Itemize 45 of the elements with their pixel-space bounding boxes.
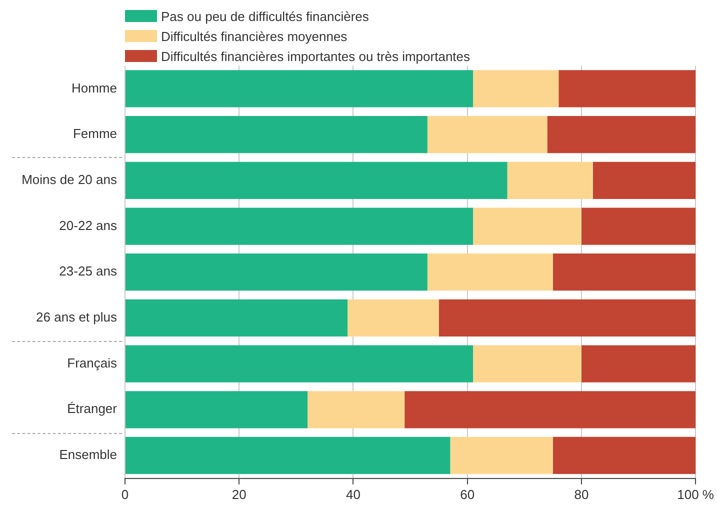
bar bbox=[552, 254, 696, 291]
x-tick-label: 20 bbox=[232, 486, 246, 502]
bar bbox=[348, 299, 439, 337]
bar bbox=[126, 391, 308, 428]
bar bbox=[126, 345, 474, 382]
bar bbox=[547, 116, 696, 154]
bar bbox=[581, 208, 696, 245]
bar bbox=[427, 116, 548, 154]
y-tick-label: Homme bbox=[71, 80, 117, 96]
bar bbox=[581, 345, 696, 382]
bar bbox=[427, 254, 553, 291]
bar bbox=[126, 254, 428, 291]
bar bbox=[473, 70, 559, 108]
bar bbox=[126, 436, 450, 474]
y-tick-label: Moins de 20 ans bbox=[22, 172, 118, 187]
bar bbox=[473, 345, 582, 382]
x-tick-label: 100 % bbox=[677, 486, 714, 502]
y-tick-label: 20-22 ans bbox=[59, 218, 118, 233]
bar bbox=[558, 70, 696, 108]
x-tick-label: 40 bbox=[346, 486, 360, 502]
bar bbox=[552, 436, 696, 474]
x-tick-label: 80 bbox=[574, 486, 589, 502]
bar bbox=[126, 299, 348, 337]
bar bbox=[126, 116, 428, 154]
x-tick-label: 0 bbox=[121, 486, 129, 502]
bar bbox=[126, 162, 508, 199]
y-tick-label: Étranger bbox=[67, 401, 118, 416]
y-tick-label: Français bbox=[67, 355, 118, 370]
y-tick-label: Femme bbox=[72, 126, 117, 142]
bar bbox=[507, 162, 593, 199]
y-tick-label: Ensemble bbox=[59, 447, 117, 462]
bar bbox=[592, 162, 696, 199]
bar bbox=[450, 436, 553, 474]
y-tick-label: 23-25 ans bbox=[59, 264, 118, 279]
legend-label: Difficultés financières importantes ou très importantes bbox=[161, 48, 470, 64]
y-tick-label: 26 ans et plus bbox=[36, 310, 118, 325]
bar bbox=[308, 391, 405, 428]
bar bbox=[126, 208, 474, 245]
legend-label: Pas ou peu de difficultés financières bbox=[161, 8, 369, 24]
bar bbox=[438, 299, 696, 337]
bar bbox=[473, 208, 582, 245]
legend-label: Difficultés financières moyennes bbox=[161, 28, 348, 44]
bar bbox=[404, 391, 696, 428]
bar bbox=[126, 70, 474, 108]
x-tick-label: 60 bbox=[460, 486, 475, 502]
